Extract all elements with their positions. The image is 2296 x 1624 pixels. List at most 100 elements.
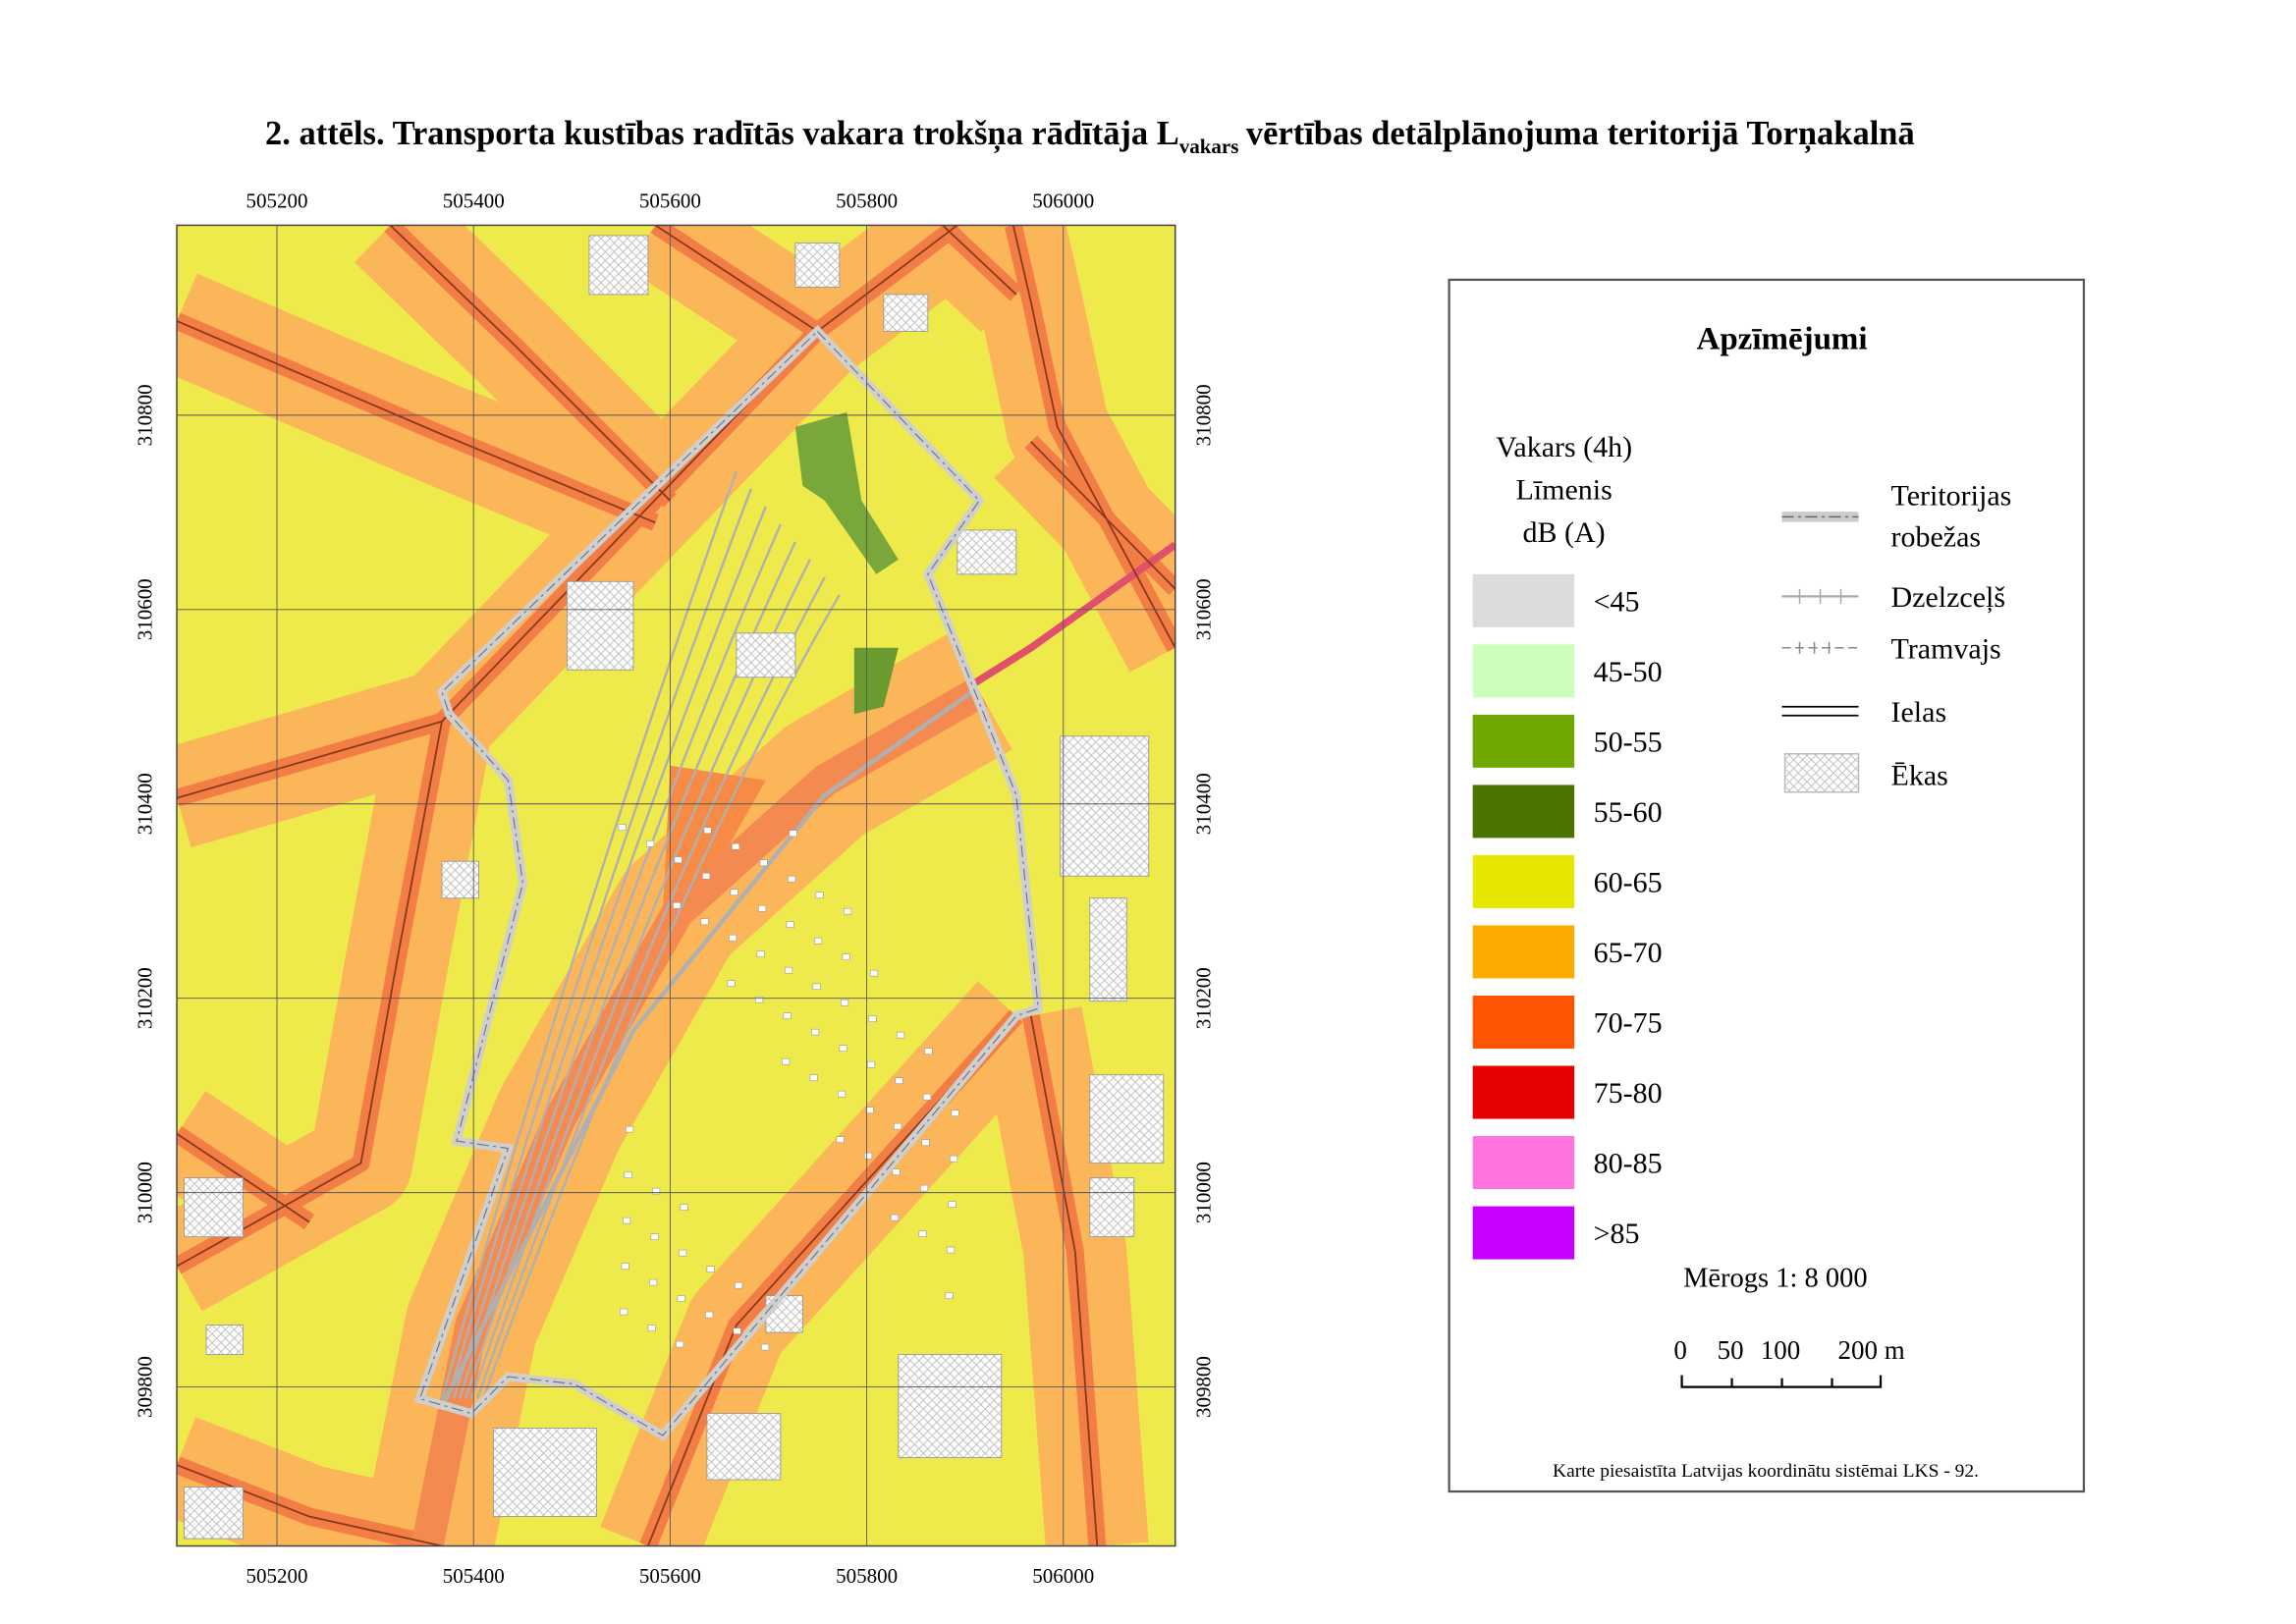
legend-subtitle: dB (A) <box>1523 516 1606 549</box>
street <box>942 225 1017 296</box>
building-symbol <box>1783 753 1860 793</box>
legend-swatch <box>1472 573 1575 627</box>
quiet-zone <box>794 411 899 574</box>
building <box>759 859 768 867</box>
building <box>897 1031 905 1039</box>
building <box>1060 735 1150 877</box>
building <box>677 1295 685 1302</box>
building <box>646 839 655 847</box>
building <box>676 1340 684 1348</box>
building <box>1089 897 1127 1002</box>
building <box>794 242 841 288</box>
y-coordinate-label: 310600 <box>1192 578 1216 640</box>
x-coordinate-label: 505600 <box>639 189 701 212</box>
scale-label: 200 m <box>1838 1335 1905 1365</box>
building <box>729 934 738 942</box>
legend-swatch <box>1472 854 1575 908</box>
building <box>755 996 764 1003</box>
legend-label: 80-85 <box>1594 1148 1663 1180</box>
street <box>177 1464 443 1546</box>
building <box>566 580 634 671</box>
street <box>177 320 656 524</box>
title: 2. attēls. Transporta kustības radītās v… <box>265 115 1915 158</box>
building <box>730 889 738 896</box>
building <box>735 1281 743 1289</box>
building <box>782 1057 791 1065</box>
legend-swatch <box>1472 1136 1575 1190</box>
building <box>921 1139 930 1146</box>
scale-text: Mērogs 1: 8 000 <box>1683 1264 1868 1294</box>
building <box>673 901 682 909</box>
building <box>1089 1074 1165 1164</box>
building <box>588 235 649 296</box>
legend-swatch <box>1472 995 1575 1049</box>
y-coordinate-label: 310800 <box>1192 384 1216 446</box>
building <box>924 1048 933 1055</box>
building <box>733 1327 741 1334</box>
legend-label: 50-55 <box>1594 726 1663 758</box>
street <box>1029 1015 1099 1546</box>
building <box>951 1110 959 1116</box>
legend-subtitle: Vakars (4h) <box>1496 431 1632 463</box>
street <box>389 225 672 502</box>
building <box>620 1308 629 1316</box>
y-coordinate-label: 310400 <box>1192 773 1216 835</box>
building <box>892 1168 901 1175</box>
scale-bar <box>1680 1375 1883 1388</box>
building <box>184 1487 244 1540</box>
building <box>493 1428 597 1517</box>
building <box>205 1325 244 1356</box>
building <box>891 1214 900 1221</box>
building <box>441 860 479 899</box>
y-coordinate-label: 310600 <box>134 578 157 640</box>
legend-label: 65-70 <box>1594 937 1663 969</box>
building <box>809 1074 818 1081</box>
building <box>815 892 824 899</box>
street <box>654 225 818 333</box>
building <box>786 921 794 929</box>
building <box>702 872 711 880</box>
scale-label: 100 <box>1761 1335 1800 1365</box>
legend-label: Ielas <box>1891 696 1947 729</box>
building <box>756 950 765 958</box>
building <box>836 1136 845 1143</box>
territory-boundary <box>418 330 1039 1436</box>
railway <box>452 506 767 1399</box>
building <box>812 983 821 990</box>
legend-label: 55-60 <box>1594 796 1663 829</box>
building <box>184 1177 244 1238</box>
y-coordinate-label: 309800 <box>134 1356 157 1418</box>
building <box>626 1125 634 1133</box>
building <box>814 937 823 945</box>
building <box>700 918 709 926</box>
footnote: Karte piesaistīta Latvijas koordinātu si… <box>1553 1461 1979 1482</box>
x-coordinate-label: 505800 <box>836 189 898 212</box>
street <box>647 1015 1017 1546</box>
building <box>1089 1177 1135 1238</box>
building <box>898 1354 1003 1459</box>
building <box>864 1152 873 1160</box>
building <box>788 875 796 883</box>
legend-label: Dzelzceļš <box>1891 581 2006 614</box>
railway <box>440 470 738 1399</box>
railway <box>481 594 841 1399</box>
building <box>870 969 879 977</box>
building <box>674 856 683 864</box>
building <box>923 1093 932 1101</box>
building <box>649 1278 658 1286</box>
quiet-zone <box>853 647 899 715</box>
legend-label: 45-50 <box>1594 656 1663 688</box>
building <box>652 1187 661 1195</box>
building <box>679 1249 687 1257</box>
building <box>706 1413 782 1481</box>
building <box>947 1246 956 1254</box>
y-coordinate-label: 309800 <box>1192 1356 1216 1418</box>
x-coordinate-label: 505800 <box>836 1564 898 1588</box>
y-coordinate-label: 310000 <box>134 1162 157 1223</box>
legend-swatch <box>1472 785 1575 839</box>
y-coordinate-label: 310200 <box>1192 967 1216 1029</box>
building <box>727 980 736 987</box>
building <box>703 827 712 835</box>
title-subscript: vakars <box>1179 135 1239 158</box>
